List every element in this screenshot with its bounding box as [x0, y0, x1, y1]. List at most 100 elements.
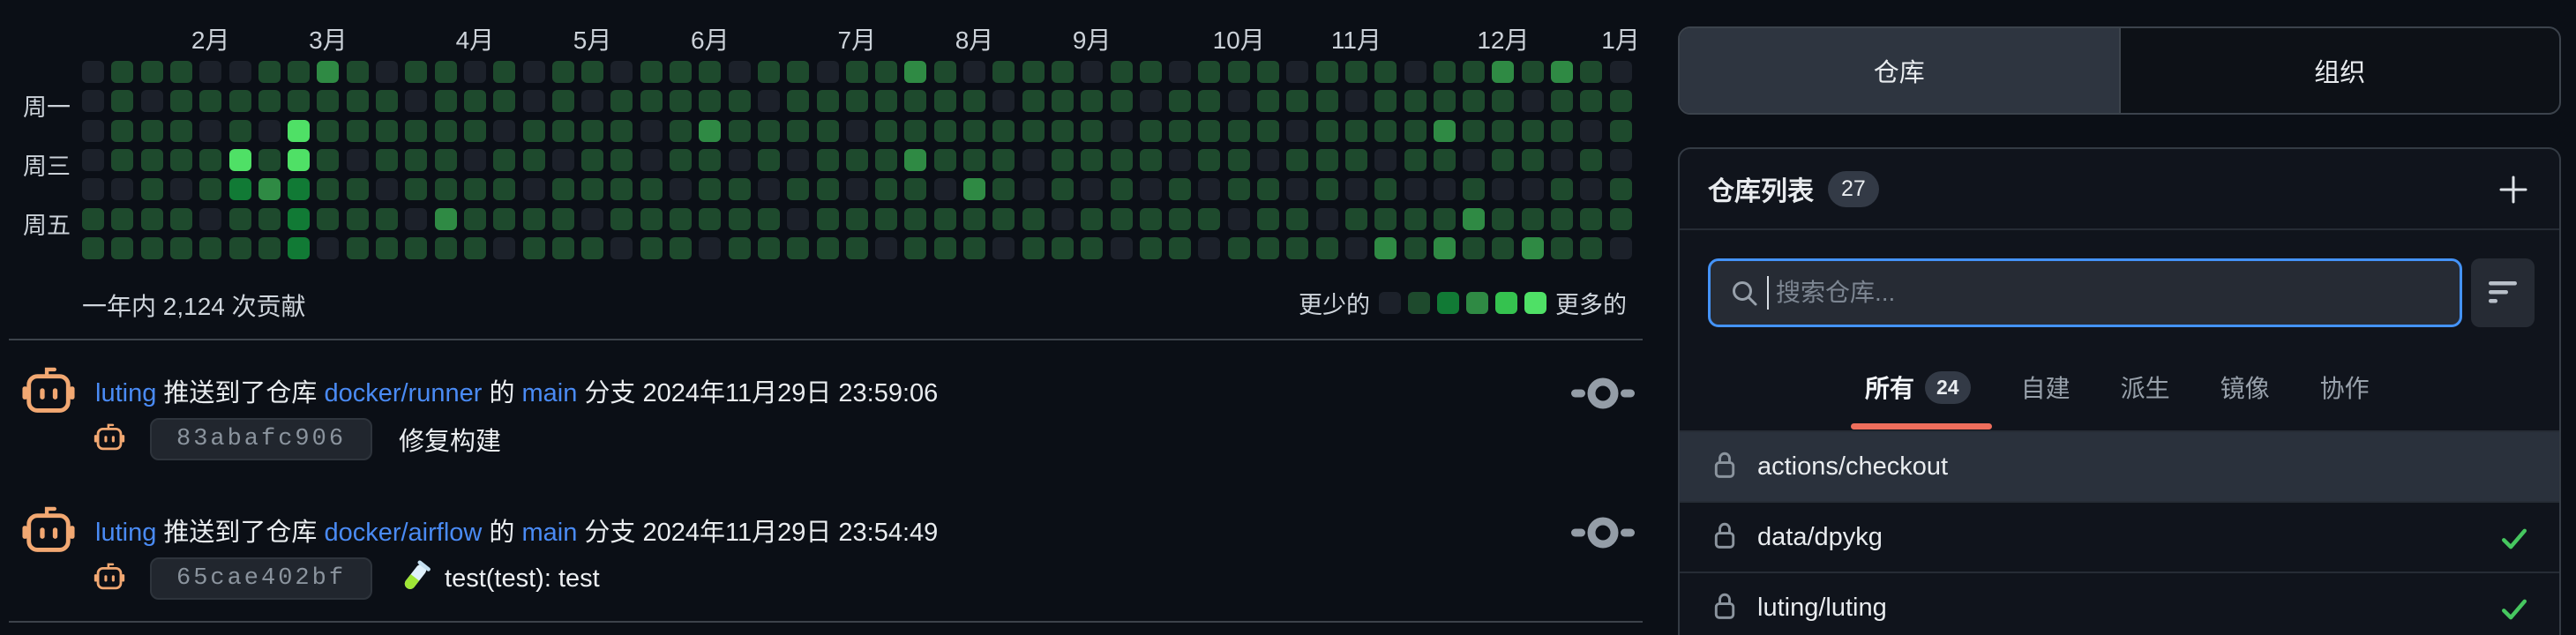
actor-link[interactable]: luting	[95, 519, 157, 547]
heatmap-cell	[904, 148, 927, 171]
heatmap-cell	[434, 207, 457, 230]
branch-link[interactable]: main	[521, 519, 578, 547]
heatmap-month-label: 6月	[691, 26, 730, 54]
actor-link[interactable]: luting	[95, 379, 157, 407]
heatmap-cell	[1344, 148, 1367, 171]
legend-level-square	[1524, 292, 1546, 314]
heatmap-cell	[1580, 90, 1603, 113]
heatmap-cell	[493, 119, 516, 142]
heatmap-cell	[1315, 207, 1338, 230]
legend-more-label: 更多的	[1555, 292, 1627, 318]
plus-icon	[2499, 176, 2527, 204]
repo-name: luting/luting	[1757, 593, 1887, 622]
repo-search-input[interactable]	[1711, 261, 2460, 325]
heatmap-cell	[670, 148, 692, 171]
legend-less-label: 更少的	[1299, 292, 1370, 318]
heatmap-month-label: 7月	[837, 26, 877, 54]
commit-emoji	[399, 558, 432, 600]
heatmap-cell	[640, 207, 663, 230]
repo-link[interactable]: docker/airflow	[324, 519, 483, 547]
heatmap-cell	[1139, 207, 1162, 230]
heatmap-cell	[904, 119, 927, 142]
heatmap-cell	[1051, 148, 1074, 171]
repo-row[interactable]: luting/luting	[1680, 573, 2559, 635]
repo-filter-tab[interactable]: 所有 24	[1865, 370, 1971, 405]
heatmap-cell	[728, 61, 751, 83]
heatmap-cell	[670, 90, 692, 113]
heatmap-cell	[699, 148, 722, 171]
heatmap-cell	[199, 90, 222, 113]
heatmap-cell	[1022, 61, 1045, 83]
heatmap-cell	[581, 207, 604, 230]
heatmap-cell	[1463, 61, 1486, 83]
heatmap-cell	[610, 61, 633, 83]
heatmap-cell	[463, 236, 486, 259]
repo-filter-tab[interactable]: 自建	[2021, 370, 2071, 405]
repo-row[interactable]: data/dpykg	[1680, 503, 2559, 573]
heatmap-cell	[405, 236, 428, 259]
heatmap-cell	[1110, 61, 1133, 83]
heatmap-cell	[1609, 178, 1632, 201]
repo-link[interactable]: docker/runner	[324, 379, 483, 407]
heatmap-cell	[787, 119, 810, 142]
add-repo-button[interactable]	[2494, 170, 2533, 209]
heatmap-cell	[1286, 178, 1309, 201]
commit-hash-link[interactable]: 65cae402bf	[150, 557, 373, 600]
repo-filter-tab[interactable]: 派生	[2121, 370, 2170, 405]
feed-title: luting 推送到了仓库 docker/airflow 的 main 分支 2…	[95, 519, 939, 547]
heatmap-cell	[1257, 207, 1279, 230]
legend-level-square	[1379, 292, 1401, 314]
heatmap-cell	[875, 90, 898, 113]
heatmap-cell	[845, 61, 868, 83]
heatmap-cell	[463, 119, 486, 142]
commit-link-icon[interactable]	[1570, 376, 1636, 415]
heatmap-month-label: 9月	[1072, 26, 1112, 54]
heatmap-cell	[875, 61, 898, 83]
heatmap-cell	[933, 61, 956, 83]
heatmap-cell	[82, 207, 104, 230]
heatmap-cell	[1022, 90, 1045, 113]
actor-avatar	[21, 365, 76, 421]
heatmap-cell	[728, 119, 751, 142]
heatmap-cell	[1374, 119, 1397, 142]
tab-repositories[interactable]: 仓库	[1680, 28, 2119, 113]
repo-filter-tab-label: 协作	[2319, 375, 2370, 402]
branch-link[interactable]: main	[521, 379, 578, 407]
heatmap-cell	[258, 90, 281, 113]
repo-row[interactable]: actions/checkout	[1680, 432, 2559, 503]
heatmap-cell	[757, 207, 780, 230]
commit-hash-link[interactable]: 83abafc906	[150, 418, 373, 460]
heatmap-cell	[493, 61, 516, 83]
robot-avatar-icon	[22, 367, 75, 413]
commit-link-icon[interactable]	[1570, 515, 1636, 555]
heatmap-cell	[463, 90, 486, 113]
heatmap-cell	[228, 90, 251, 113]
heatmap-cell	[1286, 207, 1309, 230]
heatmap-cell	[933, 178, 956, 201]
heatmap-cell	[522, 207, 545, 230]
heatmap-cell	[346, 61, 369, 83]
repo-filter-button[interactable]	[2471, 258, 2535, 327]
tab-organizations[interactable]: 组织	[2118, 28, 2560, 113]
heatmap-cell	[1580, 119, 1603, 142]
heatmap-cell	[728, 178, 751, 201]
heatmap-cell	[875, 119, 898, 142]
repo-filter-tab[interactable]: 协作	[2320, 370, 2370, 405]
heatmap-cell	[376, 178, 398, 201]
heatmap-cell	[787, 90, 810, 113]
heatmap-cell	[82, 148, 104, 171]
heatmap-cell	[933, 207, 956, 230]
heatmap-cell	[405, 178, 428, 201]
heatmap-cell	[670, 236, 692, 259]
heatmap-cell	[1257, 90, 1279, 113]
repo-search-row	[1708, 258, 2535, 327]
heatmap-cell	[140, 61, 163, 83]
repo-checked-mark	[2499, 524, 2529, 558]
heatmap-cell	[551, 90, 574, 113]
heatmap-cell	[169, 119, 192, 142]
heatmap-cell	[1257, 148, 1279, 171]
repo-filter-tab[interactable]: 镜像	[2220, 370, 2270, 405]
heatmap-cell	[933, 90, 956, 113]
repo-name: actions/checkout	[1757, 452, 1949, 481]
heatmap-cell	[1551, 178, 1573, 201]
